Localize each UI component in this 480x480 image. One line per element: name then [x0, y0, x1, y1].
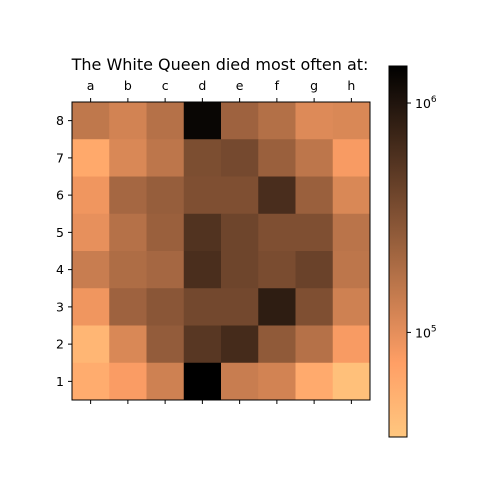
heatmap-cell-a1 — [72, 362, 110, 401]
heatmap-cell-d3 — [183, 288, 222, 326]
heatmap-cell-d1 — [183, 362, 222, 401]
heatmap-cell-d6 — [183, 176, 222, 215]
heatmap-cell-h3 — [332, 288, 371, 326]
heatmap-cell-e8 — [221, 102, 259, 140]
x-tick-label-a: a — [87, 78, 95, 93]
heatmap-cell-e4 — [221, 251, 259, 289]
heatmap-cell-a3 — [72, 288, 110, 326]
x-tick-label-b: b — [124, 78, 132, 93]
heatmap-cell-a8 — [72, 102, 110, 140]
heatmap-cell-g2 — [295, 325, 334, 364]
heatmap-cell-b4 — [109, 251, 147, 289]
heatmap-cell-e1 — [221, 362, 259, 401]
heatmap-cell-c6 — [146, 176, 185, 215]
heatmap-cell-b1 — [109, 362, 147, 401]
heatmap-cell-h8 — [332, 102, 371, 140]
heatmap-cell-e2 — [221, 325, 259, 364]
x-tick-label-f: f — [275, 78, 280, 93]
y-tick-label-4: 4 — [56, 262, 64, 277]
heatmap-cell-b6 — [109, 176, 147, 215]
heatmap-cell-c1 — [146, 362, 185, 401]
y-tick-label-5: 5 — [56, 225, 64, 240]
heatmap-cell-g8 — [295, 102, 334, 140]
colorbar-frame — [388, 65, 408, 438]
heatmap-cell-d2 — [183, 325, 222, 364]
y-tick-label-6: 6 — [56, 188, 64, 203]
y-tick-label-2: 2 — [56, 337, 64, 352]
y-tick-label-3: 3 — [56, 299, 64, 314]
heatmap-cell-a4 — [72, 251, 110, 289]
heatmap-cell-g5 — [295, 213, 334, 252]
heatmap-cell-g3 — [295, 288, 334, 326]
heatmap-cell-f6 — [258, 176, 296, 215]
heatmap-cell-d7 — [183, 139, 222, 177]
heatmap-cell-f3 — [258, 288, 296, 326]
heatmap-cell-d8 — [183, 102, 222, 140]
heatmap-cell-h2 — [332, 325, 371, 364]
chart-title: The White Queen died most often at: — [71, 55, 369, 74]
colorbar-tick-label: 106 — [415, 95, 437, 111]
heatmap-cell-b8 — [109, 102, 147, 140]
heatmap-cell-c8 — [146, 102, 185, 140]
heatmap-cell-g6 — [295, 176, 334, 215]
heatmap-cell-h6 — [332, 176, 371, 215]
heatmap-cell-e7 — [221, 139, 259, 177]
heatmap-cell-f7 — [258, 139, 296, 177]
heatmap-cell-d5 — [183, 213, 222, 252]
heatmap-cell-f8 — [258, 102, 296, 140]
y-tick-label-7: 7 — [56, 150, 64, 165]
heatmap-cell-b7 — [109, 139, 147, 177]
heatmap-cell-h4 — [332, 251, 371, 289]
x-tick-label-h: h — [347, 78, 355, 93]
heatmap-cell-a2 — [72, 325, 110, 364]
heatmap-cell-c2 — [146, 325, 185, 364]
heatmap-cell-c3 — [146, 288, 185, 326]
heatmap-cell-f1 — [258, 362, 296, 401]
heatmap-cell-h1 — [332, 362, 371, 401]
heatmap-cell-a6 — [72, 176, 110, 215]
heatmap-cell-d4 — [183, 251, 222, 289]
colorbar-ticks: 105 106 — [407, 95, 437, 340]
y-tick-label-1: 1 — [56, 374, 64, 389]
x-tick-label-c: c — [162, 78, 169, 93]
heatmap-cell-c4 — [146, 251, 185, 289]
heatmap-cell-h5 — [332, 213, 371, 252]
heatmap-cell-c5 — [146, 213, 185, 252]
heatmap-cell-e5 — [221, 213, 259, 252]
x-tick-label-d: d — [198, 78, 206, 93]
heatmap-cell-g7 — [295, 139, 334, 177]
heatmap-cell-a7 — [72, 139, 110, 177]
x-tick-label-g: g — [310, 78, 318, 93]
x-tick-label-e: e — [236, 78, 244, 93]
heatmap-grid — [72, 102, 371, 401]
heatmap-cell-h7 — [332, 139, 371, 177]
heatmap-cell-c7 — [146, 139, 185, 177]
heatmap-cell-e3 — [221, 288, 259, 326]
heatmap-cell-f5 — [258, 213, 296, 252]
heatmap-cell-f2 — [258, 325, 296, 364]
y-axis-ticks: 8 7 6 5 4 3 2 1 — [56, 113, 72, 389]
heatmap-cell-b3 — [109, 288, 147, 326]
colorbar-tick-label: 105 — [415, 324, 437, 340]
colorbar — [389, 66, 407, 437]
heatmap-cell-a5 — [72, 213, 110, 252]
y-tick-label-8: 8 — [56, 113, 64, 128]
heatmap-cell-g1 — [295, 362, 334, 401]
heatmap-cell-b2 — [109, 325, 147, 364]
x-axis-ticks: a b c d e f g h — [87, 78, 355, 404]
plot-frame — [71, 101, 371, 401]
heatmap-cell-b5 — [109, 213, 147, 252]
heatmap-cell-f4 — [258, 251, 296, 289]
heatmap-cell-e6 — [221, 176, 259, 215]
heatmap-cell-g4 — [295, 251, 334, 289]
